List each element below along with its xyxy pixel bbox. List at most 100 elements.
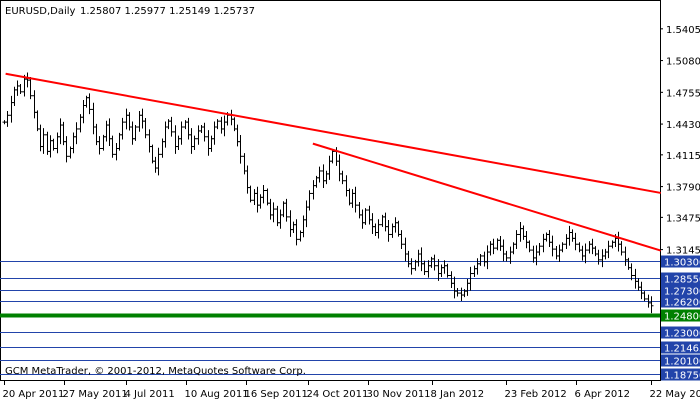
ohlc-bar (41, 128, 46, 154)
ohlc-bar (104, 120, 109, 142)
ohlc-bar (600, 249, 605, 268)
ohlc-bar (248, 185, 253, 203)
time-tick-label: 23 Feb 2012 (505, 389, 567, 400)
ohlc-bar (153, 156, 158, 173)
ohlc-bar (419, 247, 424, 272)
ohlc-bar (593, 246, 598, 257)
ohlc-bar (518, 221, 523, 242)
ohlc-bar (64, 136, 69, 163)
ohlc-bar (284, 198, 289, 222)
ohlc-bar (58, 118, 63, 145)
ohlc-bar (169, 116, 174, 137)
level-price-label: 1.21465 (664, 344, 700, 355)
price-tick-label: 1.47550 (666, 88, 700, 99)
ohlc-bar (583, 243, 588, 264)
ohlc-bars (2, 72, 654, 314)
trendlines[interactable] (5, 72, 662, 252)
ohlc-bar (219, 116, 224, 134)
ohlc-bar (393, 217, 398, 233)
ohlc-bar (363, 208, 368, 225)
price-tick-label: 1.41150 (666, 151, 700, 162)
ohlc-bar (278, 209, 283, 229)
ohlc-bar (344, 175, 349, 197)
ohlc-bar (370, 213, 375, 234)
ohlc-bar (521, 225, 526, 240)
ohlc-bar (590, 238, 595, 255)
time-tick-label: 10 Aug 2011 (185, 389, 249, 400)
ohlc-bar (491, 238, 496, 255)
ohlc-bar (321, 164, 326, 189)
ohlc-bar (386, 220, 391, 242)
ohlc-bar (554, 245, 559, 260)
ohlc-bar (373, 223, 378, 236)
ohlc-bar (337, 154, 342, 182)
price-tick-label: 1.37900 (666, 183, 700, 194)
time-tick-label: 8 Jan 2012 (431, 389, 485, 400)
ohlc-bar (222, 115, 227, 137)
ohlc-bar (238, 135, 243, 164)
ohlc-bar (32, 90, 37, 119)
ohlc-bar (304, 200, 309, 228)
ohlc-bar (137, 110, 142, 132)
ohlc-bar (353, 186, 358, 213)
ohlc-bar (442, 260, 447, 274)
plot-area-border (0, 0, 661, 381)
ohlc-bar (15, 80, 20, 96)
ohlc-bar (9, 95, 14, 123)
ohlc-bar (140, 108, 145, 129)
level-label-bg (661, 284, 700, 297)
ohlc-bar (541, 233, 546, 253)
ohlc-bar (357, 202, 362, 219)
time-tick-label: 16 Sep 2011 (245, 389, 308, 400)
ohlc-bar (642, 291, 647, 302)
ohlc-bar (110, 135, 115, 158)
ohlc-bar (124, 108, 129, 130)
ohlc-bar (252, 189, 257, 205)
ohlc-bar (120, 117, 125, 140)
ohlc-bar (117, 132, 122, 151)
ohlc-bar (498, 236, 503, 251)
ohlc-bar (422, 260, 427, 276)
trendline[interactable] (312, 142, 662, 252)
level-label-bg (661, 309, 700, 322)
ohlc-bar (459, 287, 464, 302)
ohlc-bar (147, 129, 152, 153)
ohlc-bar (426, 260, 431, 278)
level-price-label: 1.27300 (664, 287, 700, 298)
ohlc-bar (383, 212, 388, 232)
ohlc-bar (623, 246, 628, 266)
ohlc-bar (547, 230, 552, 248)
ohlc-bar (350, 189, 355, 208)
ohlc-bar (537, 243, 542, 256)
ohlc-bar (472, 265, 477, 277)
ohlc-bar (449, 271, 454, 289)
ohlc-bar (531, 245, 536, 263)
level-label-bg (661, 326, 700, 339)
time-tick-label: 22 May 2012 (650, 389, 700, 400)
level-price-labels: 1.30300 1.285501.273001.26200 1.24800 1.230… (661, 255, 700, 382)
level-label-bg (661, 354, 700, 367)
time-tick-label: 30 Nov 2011 (367, 389, 431, 400)
ohlc-bar (311, 180, 316, 200)
level-price-label: 1.24800 (664, 312, 700, 323)
ohlc-bar (596, 249, 601, 265)
ohlc-bar (573, 232, 578, 251)
ohlc-bar (432, 254, 437, 271)
ohlc-bar (603, 248, 608, 260)
trendline[interactable] (5, 72, 661, 194)
level-price-label: 1.28550 (664, 275, 700, 286)
ohlc-bar (55, 132, 60, 154)
ohlc-bar (192, 135, 197, 150)
ohlc-bar (301, 215, 306, 238)
ohlc-bar (564, 234, 569, 249)
ohlc-bar (209, 135, 214, 152)
ohlc-bar (173, 125, 178, 154)
ohlc-bar (409, 258, 414, 275)
ohlc-bar (330, 149, 335, 164)
ohlc-bar (235, 124, 240, 147)
ohlc-bar (199, 125, 204, 134)
ohlc-bar (71, 132, 76, 154)
